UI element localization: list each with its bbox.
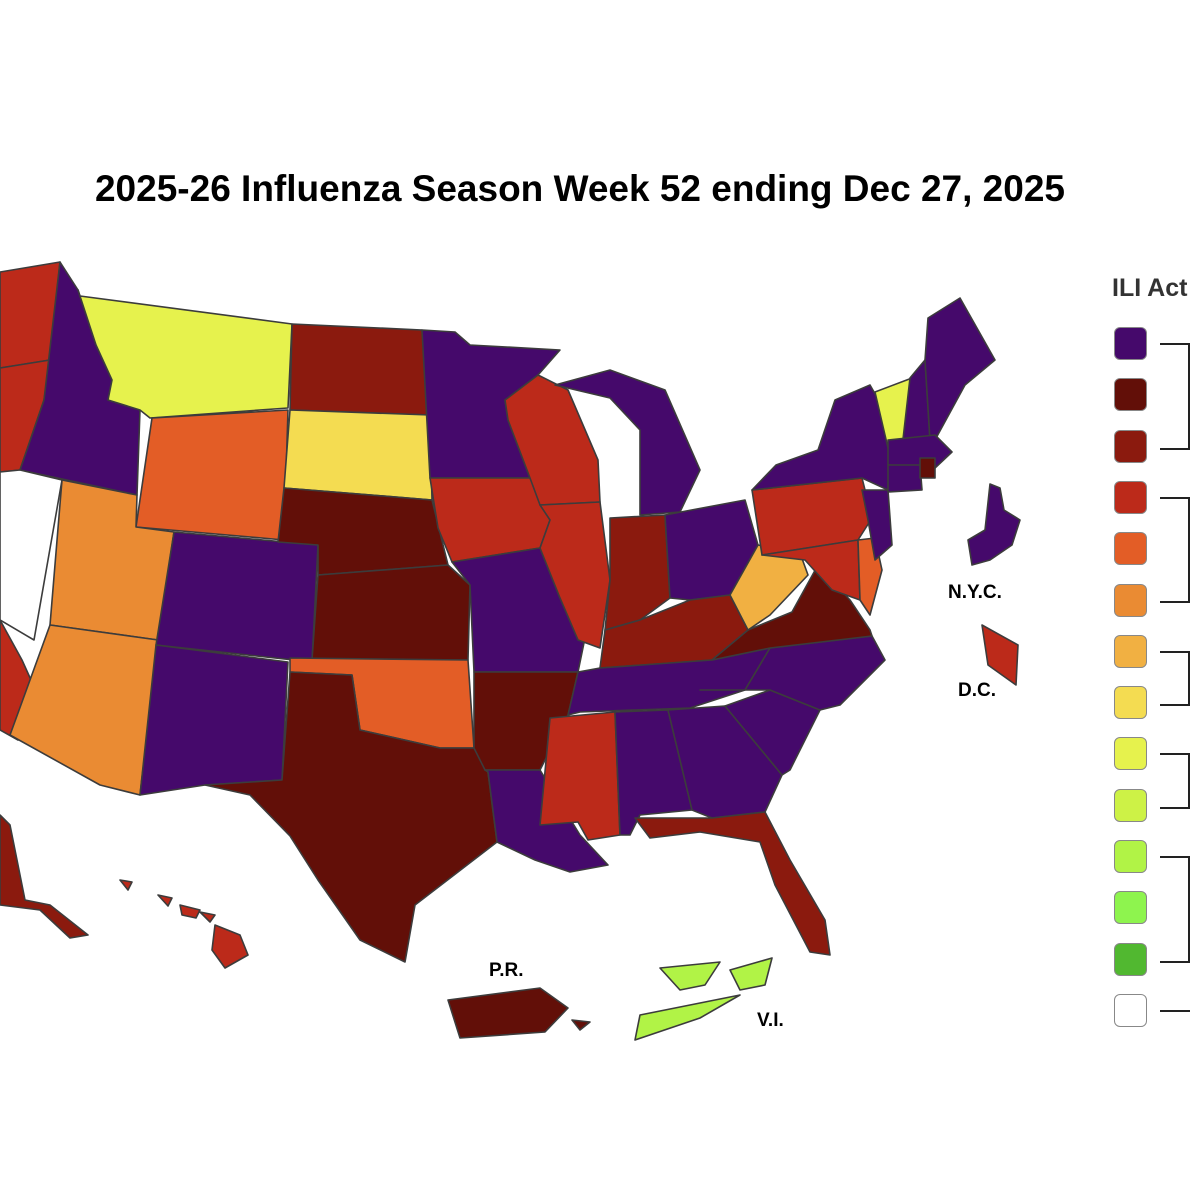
map-title: 2025-26 Influenza Season Week 52 ending … <box>94 168 1065 209</box>
region-north-carolina <box>699 635 886 711</box>
region-hawaii <box>119 879 249 969</box>
region-new-mexico <box>139 644 289 796</box>
legend-swatch-level-6 <box>1114 686 1147 720</box>
label-dc: D.C. <box>958 680 996 701</box>
region-nevada <box>0 469 63 641</box>
legend-title: ILI Act <box>1112 274 1188 302</box>
region-arizona <box>9 624 159 796</box>
legend-swatch-level-3 <box>1114 840 1147 873</box>
legend-swatch-level-9 <box>1114 532 1147 566</box>
region-alaska <box>0 814 89 939</box>
legend-swatch-level-5 <box>1114 737 1147 771</box>
legend-swatch-level-10 <box>1114 480 1147 514</box>
legend-group-bracket <box>1160 496 1190 604</box>
region-north-dakota <box>289 323 431 416</box>
region-illinois <box>539 501 611 649</box>
legend-group-bracket <box>1160 856 1190 963</box>
region-mississippi <box>539 711 621 841</box>
label-vi: V.I. <box>757 1010 784 1031</box>
legend-swatch-level-11 <box>1114 429 1147 463</box>
label-pr: P.R. <box>489 960 524 981</box>
legend-swatch-level-4 <box>1114 788 1147 822</box>
region-west-virginia <box>729 544 809 631</box>
legend-swatch-level-2 <box>1114 891 1147 925</box>
region-nyc <box>967 483 1021 566</box>
legend-swatch-level-13 <box>1114 327 1147 360</box>
region-new-jersey <box>861 489 893 561</box>
region-connecticut <box>887 464 923 493</box>
region-vi <box>634 957 773 1041</box>
legend-group-bracket <box>1160 753 1190 809</box>
legend-swatch-level-0 <box>1114 993 1147 1027</box>
region-colorado <box>155 531 319 663</box>
legend-swatch-level-7 <box>1114 634 1147 668</box>
region-south-dakota <box>283 409 433 501</box>
legend-none-dash <box>1160 1009 1190 1012</box>
legend-swatch-level-1 <box>1114 942 1147 976</box>
label-nyc: N.Y.C. <box>948 582 1002 603</box>
region-maryland <box>761 539 861 601</box>
legend-group-bracket <box>1160 650 1190 707</box>
region-texas <box>204 671 498 963</box>
legend-swatch-level-8 <box>1114 583 1147 617</box>
region-wyoming <box>135 409 289 541</box>
region-new-york <box>751 384 891 491</box>
region-montana <box>77 289 293 419</box>
legend-group-bracket <box>1160 343 1190 450</box>
region-florida <box>634 811 831 956</box>
region-south-carolina <box>724 689 821 776</box>
region-massachusetts <box>887 434 953 469</box>
region-maine <box>924 297 996 441</box>
region-kansas <box>311 564 471 661</box>
region-dc <box>981 624 1019 686</box>
region-pr <box>447 987 591 1039</box>
legend-swatch-level-12 <box>1114 378 1147 412</box>
region-rhode-island <box>919 457 936 479</box>
